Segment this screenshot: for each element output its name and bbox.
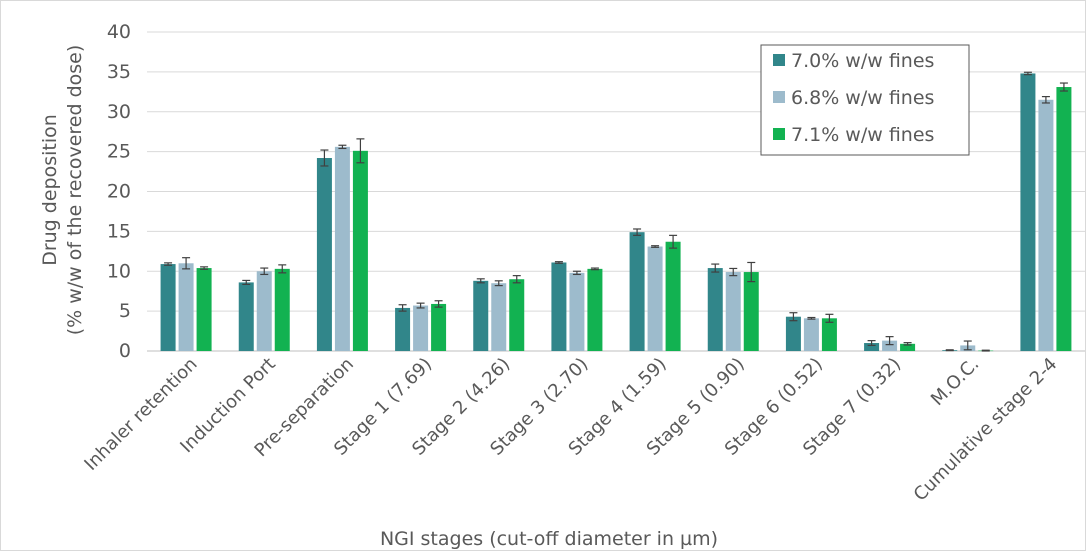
bar: [551, 262, 567, 351]
bar: [864, 343, 880, 351]
bar: [196, 268, 212, 351]
y-tick-label: 15: [107, 220, 131, 242]
y-tick-label: 10: [107, 260, 131, 282]
bar: [821, 318, 837, 351]
bar: [395, 307, 411, 351]
legend-label: 6.8% w/w fines: [791, 87, 934, 109]
bar: [160, 264, 176, 351]
legend: 7.0% w/w fines 6.8% w/w fines 7.1% w/w fin…: [760, 44, 970, 156]
legend-box: [760, 44, 970, 156]
legend-swatch: [773, 128, 785, 140]
legend-label: 7.0% w/w fines: [791, 50, 934, 72]
bar: [238, 282, 254, 351]
bar: [569, 272, 585, 351]
y-axis-label-line1: Drug deposition: [39, 114, 61, 266]
legend-swatch: [773, 91, 785, 103]
x-tick-label: Cumulative stage 2-4: [910, 354, 1062, 506]
y-tick-label: 35: [107, 61, 131, 83]
bar: [274, 268, 290, 351]
bar: [587, 268, 603, 351]
bar: [882, 340, 898, 351]
bar: [900, 343, 916, 351]
bars: [160, 73, 1072, 352]
y-tick-label: 25: [107, 141, 131, 163]
y-tick-label: 20: [107, 181, 131, 203]
bar: [178, 263, 194, 351]
x-tick-label: Inhaler retention: [80, 354, 201, 475]
y-axis-label-line2: (% w/w of the recovered dose): [64, 45, 86, 336]
legend-swatch: [773, 54, 785, 66]
bar: [256, 271, 272, 351]
bar: [352, 150, 368, 351]
bar: [334, 146, 350, 351]
bar: [473, 280, 489, 351]
y-axis-ticks: 0 5 10 15 20 25 30 35 40: [107, 21, 131, 362]
bar: [707, 268, 723, 351]
bar: [629, 232, 645, 351]
legend-label: 7.1% w/w fines: [791, 124, 934, 146]
y-tick-label: 5: [119, 300, 131, 322]
bar: [665, 241, 681, 351]
bar: [431, 303, 447, 351]
bar: [743, 272, 759, 351]
y-tick-label: 0: [119, 340, 131, 362]
bar: [316, 158, 332, 351]
bar: [647, 246, 663, 351]
error-bars: [164, 71, 1068, 352]
bar: [413, 305, 429, 351]
bar: [803, 318, 819, 351]
x-axis-label: NGI stages (cut-off diameter in µm): [380, 528, 718, 550]
bar: [509, 279, 525, 351]
bar: [785, 316, 801, 351]
bar: [1038, 99, 1054, 351]
bar: [725, 272, 741, 351]
y-tick-label: 30: [107, 101, 131, 123]
bar: [1056, 87, 1072, 351]
x-tick-label: M.O.C.: [927, 354, 983, 410]
bar: [1020, 73, 1036, 351]
gridlines: [147, 31, 1085, 352]
bar: [491, 283, 507, 351]
y-tick-label: 40: [107, 21, 131, 43]
